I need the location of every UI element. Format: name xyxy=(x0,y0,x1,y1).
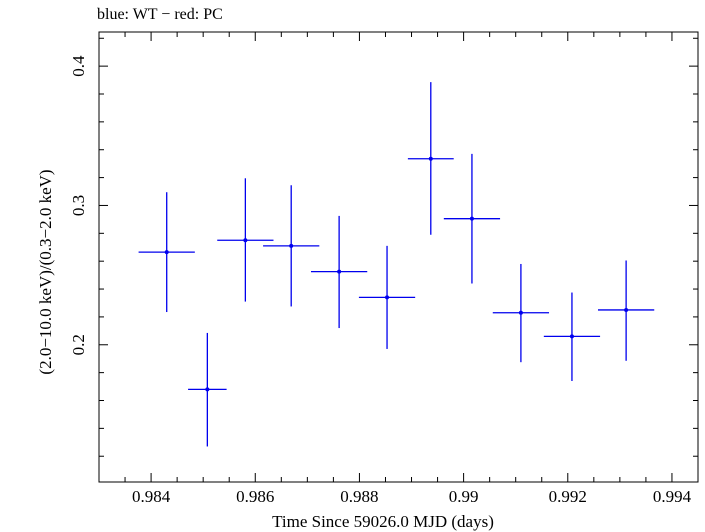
x-tick-label: 0.994 xyxy=(653,487,692,506)
data-point xyxy=(492,263,550,363)
point-marker xyxy=(289,243,294,248)
data-point xyxy=(263,185,320,307)
point-marker xyxy=(337,269,342,274)
data-point xyxy=(597,260,655,361)
x-tick-label: 0.99 xyxy=(449,487,479,506)
point-marker xyxy=(243,238,248,243)
x-tick-label: 0.992 xyxy=(549,487,587,506)
data-point xyxy=(543,292,601,381)
point-marker xyxy=(385,295,390,300)
x-tick-label: 0.986 xyxy=(236,487,274,506)
point-marker xyxy=(428,156,433,161)
data-points xyxy=(138,82,655,447)
point-marker xyxy=(518,310,523,315)
chart-title: blue: WT − red: PC xyxy=(97,6,223,23)
x-tick-label: 0.984 xyxy=(132,487,171,506)
point-marker xyxy=(469,216,474,221)
y-axis-label: (2.0−10.0 keV)/(0.3−2.0 keV) xyxy=(36,169,55,374)
data-point xyxy=(443,153,501,284)
y-tick-label: 0.4 xyxy=(69,55,88,77)
data-point xyxy=(188,332,227,447)
x-axis-label: Time Since 59026.0 MJD (days) xyxy=(272,512,494,531)
point-marker xyxy=(569,334,574,339)
x-tick-label: 0.988 xyxy=(340,487,378,506)
data-point xyxy=(138,192,195,313)
axis-ticks: 0.984 0.986 0.988 0.99 0.992 0.994 0.2 0.3 0.4 xyxy=(69,32,699,506)
plot-frame xyxy=(98,31,699,483)
data-point xyxy=(407,82,454,235)
y-tick-label: 0.3 xyxy=(69,195,88,216)
y-tick-label: 0.2 xyxy=(69,334,88,355)
point-marker xyxy=(624,307,629,312)
data-point xyxy=(310,215,368,329)
data-point xyxy=(358,245,416,349)
point-marker xyxy=(205,387,210,392)
point-marker xyxy=(164,250,169,255)
data-point xyxy=(217,178,274,302)
